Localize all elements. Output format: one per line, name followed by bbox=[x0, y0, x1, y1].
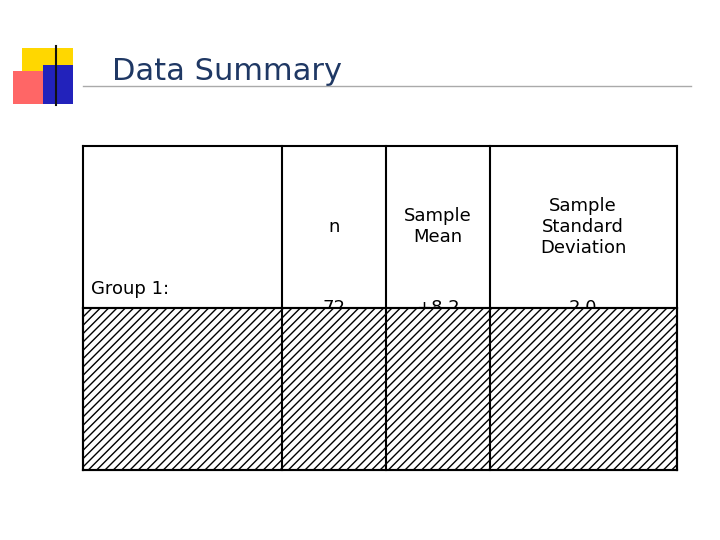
Text: Sample
Standard
Deviation: Sample Standard Deviation bbox=[540, 197, 626, 256]
Text: Sample
Mean: Sample Mean bbox=[404, 207, 472, 246]
Text: Group 1:: Group 1: bbox=[91, 280, 170, 298]
Text: +8.2: +8.2 bbox=[416, 299, 459, 317]
Text: n: n bbox=[328, 218, 339, 236]
Text: Change: Change bbox=[91, 318, 161, 336]
Text: 72: 72 bbox=[323, 299, 346, 317]
Text: Data Summary: Data Summary bbox=[112, 57, 341, 86]
Text: 2.0: 2.0 bbox=[569, 299, 598, 317]
